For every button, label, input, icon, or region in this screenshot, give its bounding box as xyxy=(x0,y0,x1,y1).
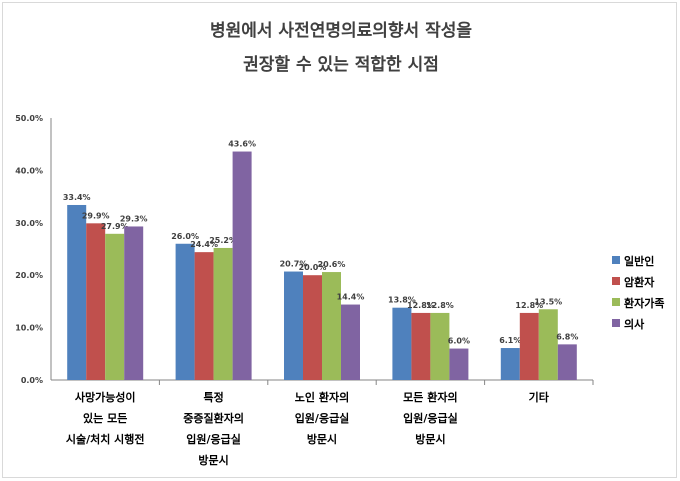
bar-chart: 병원에서 사전연명의료의향서 작성을 권장할 수 있는 적합한 시점 0.0% 1… xyxy=(15,20,664,467)
bar xyxy=(430,312,450,380)
data-label: 29.3% xyxy=(120,214,148,223)
bar xyxy=(411,312,431,380)
category-label: 모든 환자의 xyxy=(403,390,457,404)
bar xyxy=(449,348,469,380)
data-label: 20.6% xyxy=(318,260,346,269)
bar xyxy=(538,309,558,380)
data-label: 27.9% xyxy=(101,222,129,231)
data-label: 20.0% xyxy=(299,263,327,272)
bar xyxy=(341,304,360,380)
legend-swatch xyxy=(612,319,620,327)
y-tick-label: 10.0% xyxy=(15,324,43,333)
bar xyxy=(500,348,520,380)
bar xyxy=(67,204,87,380)
data-label: 12.8% xyxy=(426,301,454,310)
bar xyxy=(194,252,214,380)
data-label: 25.2% xyxy=(209,236,237,245)
category-label: 시술/처치 시행전 xyxy=(66,432,145,446)
bar xyxy=(232,151,252,380)
data-label: 29.9% xyxy=(82,211,110,220)
data-label: 14.4% xyxy=(337,293,365,302)
bar xyxy=(392,307,412,380)
bar xyxy=(322,272,341,380)
bar xyxy=(519,312,539,380)
bar xyxy=(105,233,125,380)
category-label: 방문시 xyxy=(307,432,337,446)
y-tick-label: 0.0% xyxy=(21,376,43,385)
data-label: 33.4% xyxy=(63,193,91,202)
data-label: 12.8% xyxy=(407,301,435,310)
data-label: 6.8% xyxy=(556,332,578,341)
data-label: 20.7% xyxy=(280,260,308,269)
chart-title-line-1: 병원에서 사전연명의료의향서 작성을 xyxy=(210,20,472,41)
data-label: 43.6% xyxy=(228,140,256,149)
category-label: 노인 환자의 xyxy=(295,390,349,404)
category-label: 특정 xyxy=(203,390,223,404)
legend-label: 일반인 xyxy=(624,254,654,268)
data-label: 12.8% xyxy=(515,301,543,310)
y-tick-label: 50.0% xyxy=(15,114,43,123)
bar xyxy=(284,271,303,380)
category-label: 방문시 xyxy=(198,453,228,467)
data-label: 6.1% xyxy=(499,336,521,345)
category-label: 입원/응급실 xyxy=(403,411,458,425)
legend-label: 암환자 xyxy=(624,275,655,289)
category-label: 중증질환자의 xyxy=(183,411,244,425)
legend-label: 환자가족 xyxy=(624,296,664,310)
data-label: 26.0% xyxy=(171,232,199,241)
category-label: 있는 모든 xyxy=(83,412,127,425)
category-label: 사망가능성이 xyxy=(75,390,136,404)
category-label: 입원/응급실 xyxy=(186,432,241,446)
category-label: 방문시 xyxy=(415,432,445,446)
y-tick-label: 40.0% xyxy=(15,166,43,175)
legend-swatch xyxy=(612,277,620,285)
legend-label: 의사 xyxy=(624,317,645,331)
legend-swatch xyxy=(612,256,620,264)
bar xyxy=(213,247,233,380)
category-label: 기타 xyxy=(529,390,550,404)
data-label: 13.8% xyxy=(388,296,416,305)
chart-title-line-2: 권장할 수 있는 적합한 시점 xyxy=(243,54,439,75)
data-label: 6.0% xyxy=(448,337,470,346)
data-label: 13.5% xyxy=(534,297,562,306)
bar xyxy=(175,243,195,380)
data-label: 24.4% xyxy=(190,240,218,249)
bar xyxy=(303,275,322,380)
bar xyxy=(124,226,144,380)
bar xyxy=(86,223,106,380)
category-label: 입원/응급실 xyxy=(295,411,350,425)
y-tick-label: 20.0% xyxy=(15,271,43,280)
bar xyxy=(557,344,577,380)
y-tick-label: 30.0% xyxy=(15,219,43,228)
legend-swatch xyxy=(612,298,620,306)
